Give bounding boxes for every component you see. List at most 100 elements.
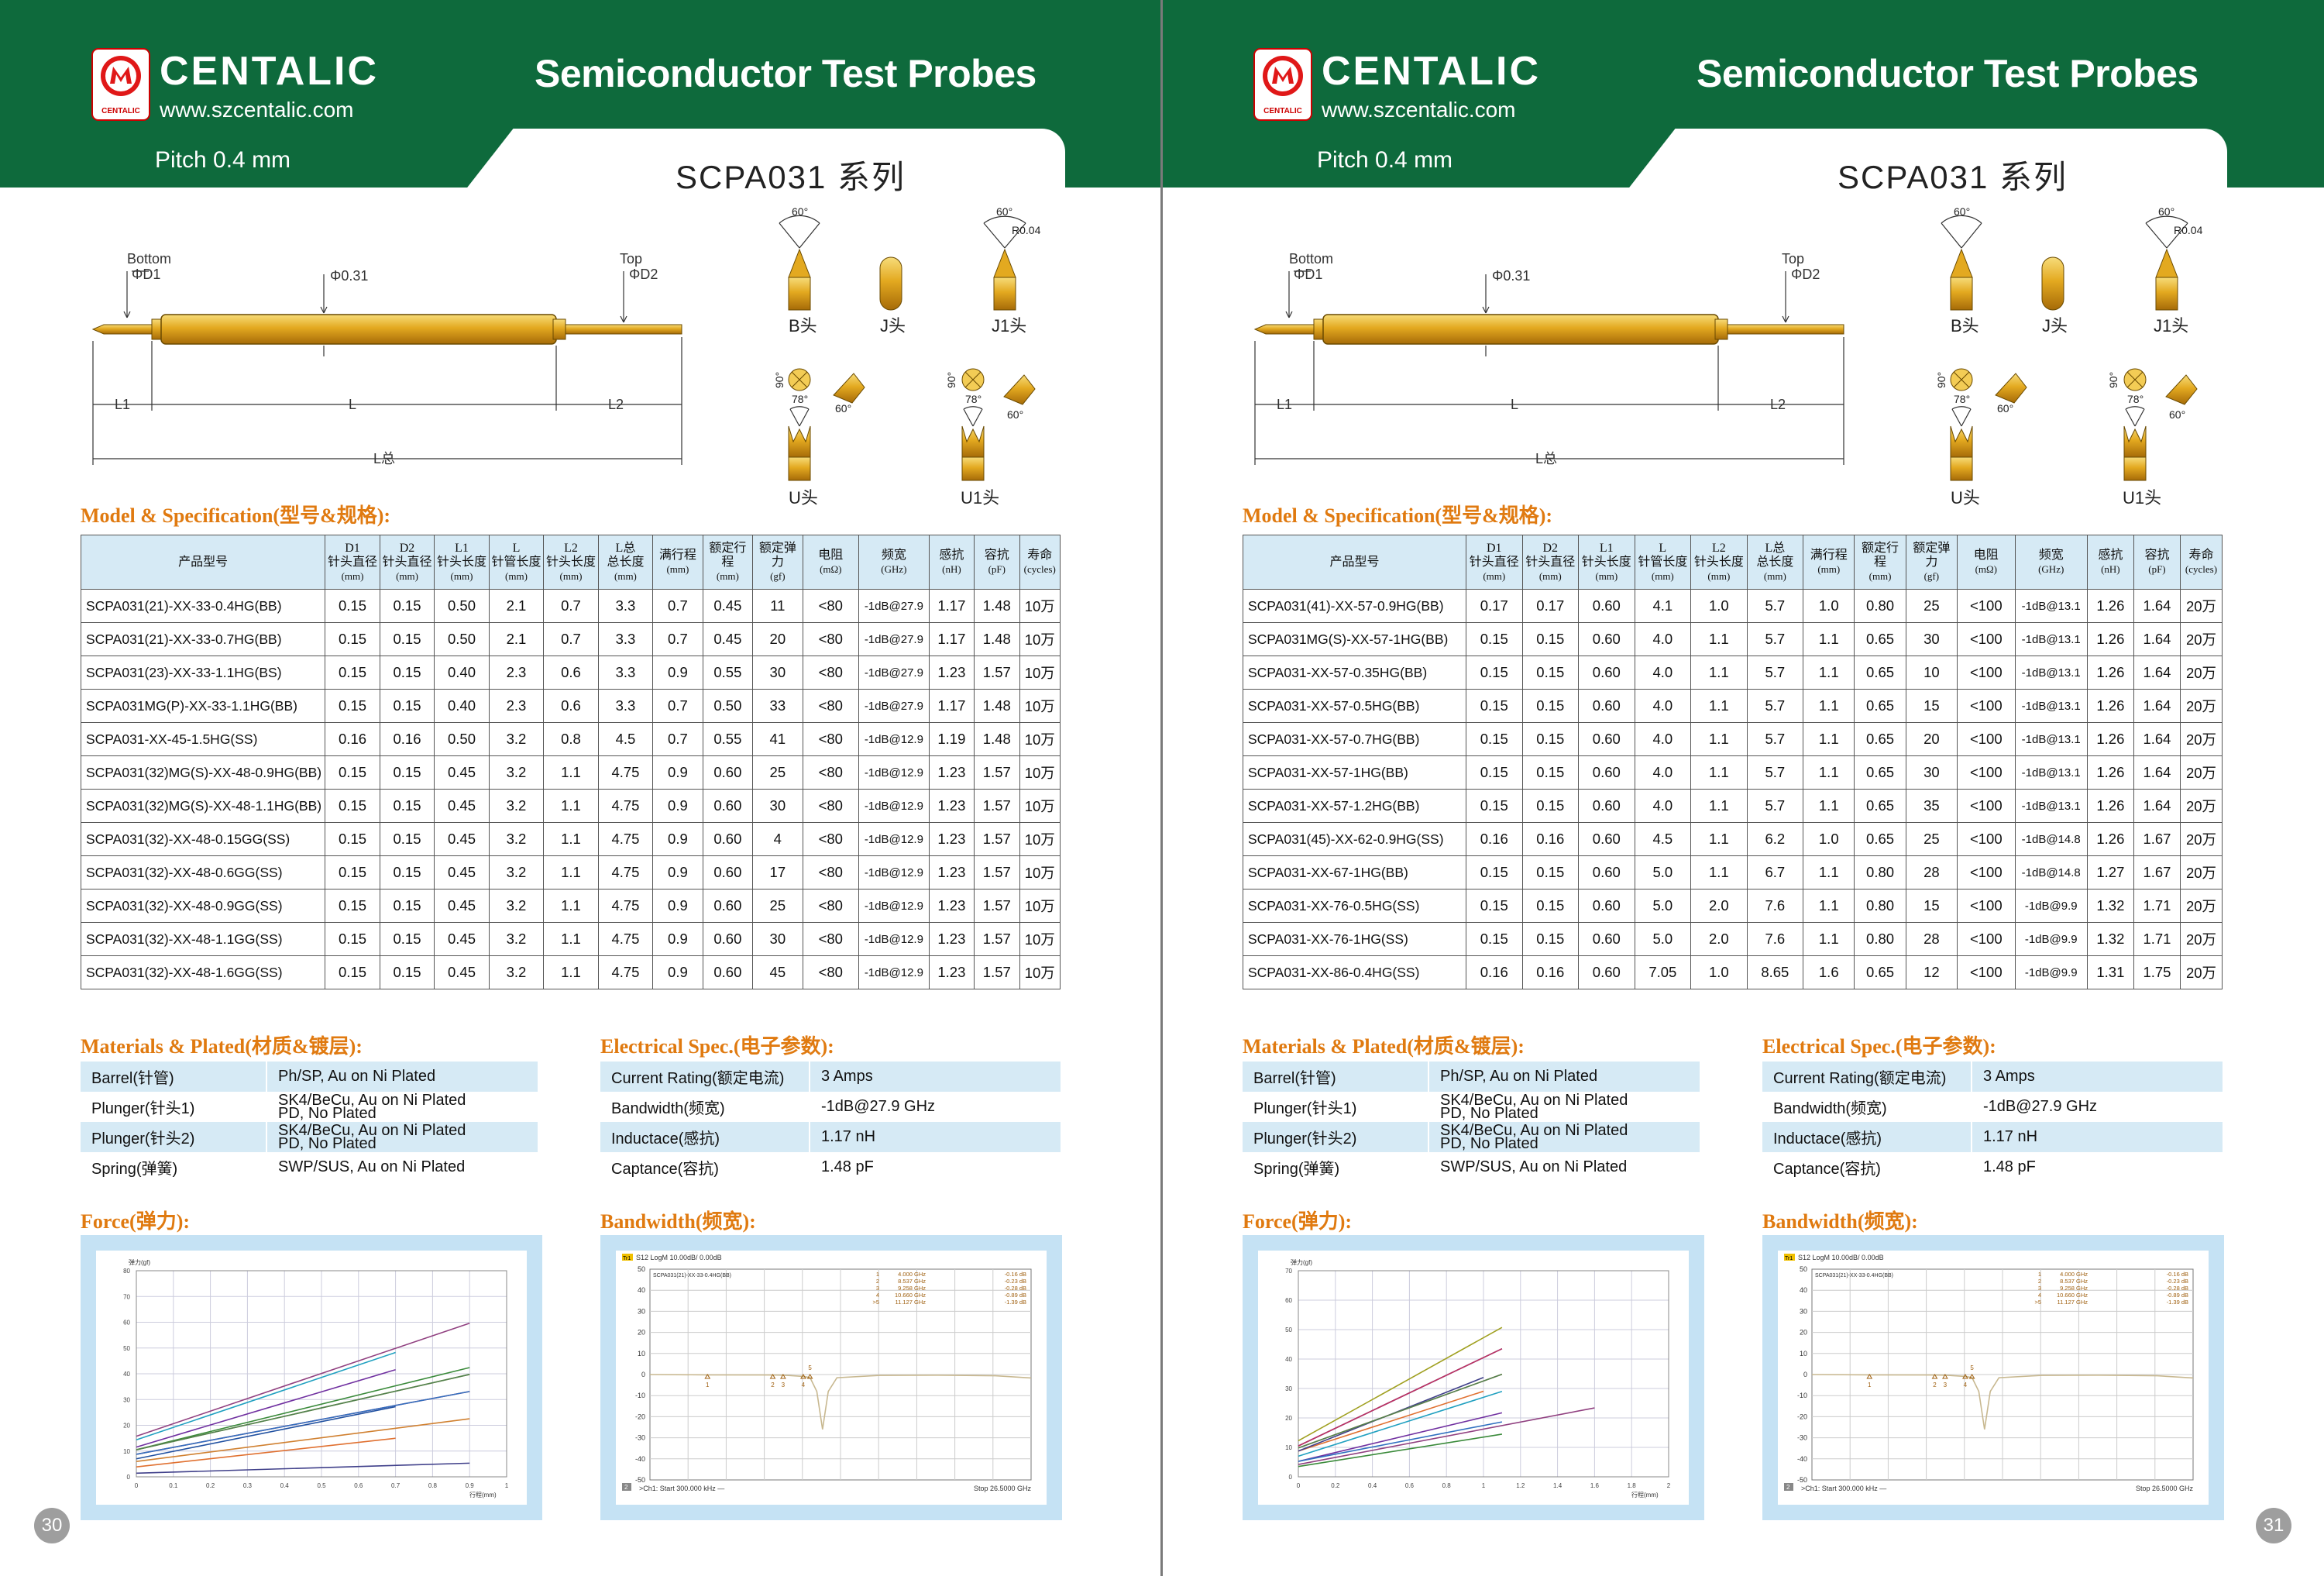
spec-cell: 1.71: [2133, 922, 2181, 956]
brand-website[interactable]: www.szcentalic.com: [160, 98, 354, 122]
spec-cell: -1dB@13.1: [2014, 722, 2088, 756]
table-row[interactable]: SCPA031-XX-76-0.5HG(SS) 0.15 0.15 0.60 5.0 2.…: [1242, 889, 2223, 923]
spec-cell: 0.60: [1578, 922, 1635, 956]
spec-cell: 0.15: [1521, 722, 1580, 756]
spec-cell: 20万: [2179, 789, 2223, 823]
spec-cell: 0.60: [1578, 789, 1635, 823]
spec-cell: -1dB@12.9: [858, 822, 930, 856]
table-row[interactable]: SCPA031(21)-XX-33-0.4HG(BB) 0.15 0.15 0.50 2…: [80, 589, 1061, 623]
spec-cell: 1.26: [2086, 789, 2134, 823]
bw-marker-label: 1: [706, 1382, 710, 1388]
table-row[interactable]: SCPA031(32)-XX-48-0.15GG(SS) 0.15 0.15 0.45…: [80, 822, 1061, 856]
section-force: Force(弹力):: [81, 1210, 191, 1233]
svg-text:®: ®: [1305, 51, 1311, 60]
spec-cell: 0.65: [1854, 755, 1906, 790]
spec-cell: 1.0: [1803, 822, 1855, 856]
table-row[interactable]: SCPA031MG(P)-XX-33-1.1HG(BB) 0.15 0.15 0.40…: [80, 689, 1061, 723]
spec-cell: 33: [752, 689, 803, 723]
model-number-cell: SCPA031(21)-XX-33-0.4HG(BB): [80, 589, 326, 623]
spec-cell: 1.1: [1803, 755, 1855, 790]
table-row[interactable]: SCPA031-XX-45-1.5HG(SS) 0.16 0.16 0.50 3.2 0.…: [80, 722, 1061, 756]
spec-cell: <100: [1957, 722, 2016, 756]
spec-cell: 1.1: [1803, 722, 1855, 756]
spec-cell: 0.65: [1854, 622, 1906, 656]
materials-row: Barrel(针管) Ph/SP, Au on Ni Plated: [81, 1062, 538, 1092]
bw-marker-label: 1: [1868, 1382, 1872, 1388]
spec-cell: 4.5: [597, 722, 654, 756]
svg-text:J头: J头: [2042, 316, 2068, 336]
spec-col-header: 容抗 (pF): [974, 535, 1020, 590]
force-x-tick: 1.8: [1628, 1482, 1637, 1489]
spec-cell: -1dB@13.1: [2014, 689, 2088, 723]
table-row[interactable]: SCPA031(32)MG(S)-XX-48-0.9HG(BB) 0.15 0.15…: [80, 755, 1061, 790]
spec-col-header: D1 针头直径 (mm): [325, 535, 380, 590]
spec-cell: 0.15: [1466, 689, 1523, 723]
table-row[interactable]: SCPA031-XX-57-1.2HG(BB) 0.15 0.15 0.60 4.0 1.…: [1242, 789, 2223, 823]
force-x-tick: 0.7: [391, 1482, 401, 1489]
model-number-cell: SCPA031(32)MG(S)-XX-48-0.9HG(BB): [80, 755, 326, 790]
table-row[interactable]: SCPA031-XX-86-0.4HG(SS) 0.16 0.16 0.60 7.05 1…: [1242, 955, 2223, 989]
spec-cell: 1.1: [1803, 789, 1855, 823]
spec-cell: 3.2: [488, 922, 545, 956]
spec-cell: 0.60: [702, 855, 754, 890]
spec-cell: 0.15: [379, 955, 435, 989]
spec-cell: 4.0: [1634, 755, 1692, 790]
bw-marker-freq: 9.258 GHz: [2060, 1285, 2088, 1292]
spec-cell: <100: [1957, 656, 2016, 690]
svg-text:CENTALIC: CENTALIC: [1263, 107, 1302, 115]
svg-text:60°: 60°: [1954, 205, 1970, 218]
force-chart-plot: 0 0.2 0.4 0.6 0.8 1 1.2 1.4 1.6 1.8 20102030405060…: [1285, 1258, 1671, 1499]
section-bandwidth: Bandwidth(频宽):: [600, 1210, 756, 1233]
table-row[interactable]: SCPA031(45)-XX-62-0.9HG(SS) 0.16 0.16 0.60 4…: [1242, 822, 2223, 856]
table-row[interactable]: SCPA031-XX-57-1HG(BB) 0.15 0.15 0.60 4.0 1.1 5…: [1242, 755, 2223, 790]
spec-cell: <80: [802, 589, 860, 623]
spec-table: 产品型号 D1 针头直径 (mm) D2 针头直径 (mm) L1 针头长度 (mm) L 针管长度(…: [1242, 535, 2223, 989]
spec-cell: 0.80: [1854, 889, 1906, 923]
spec-cell: 2.1: [488, 622, 545, 656]
bw-y-tick: 10: [638, 1350, 645, 1357]
table-row[interactable]: SCPA031(32)-XX-48-0.9GG(SS) 0.15 0.15 0.45 3…: [80, 889, 1061, 923]
spec-col-header: 寿命 (cycles): [1019, 535, 1061, 590]
bw-marker-id: 2: [876, 1278, 879, 1285]
table-row[interactable]: SCPA031MG(S)-XX-57-1HG(BB) 0.15 0.15 0.60 4.…: [1242, 622, 2223, 656]
electrical-value: 1.17 nH: [810, 1122, 1061, 1152]
table-row[interactable]: SCPA031-XX-57-0.35HG(BB) 0.15 0.15 0.60 4.0 1…: [1242, 656, 2223, 690]
spec-cell: 20万: [2179, 822, 2223, 856]
table-row[interactable]: SCPA031-XX-57-0.5HG(BB) 0.15 0.15 0.60 4.0 1.…: [1242, 689, 2223, 723]
spec-cell: 10万: [1019, 722, 1061, 756]
spec-cell: 1.23: [928, 656, 975, 690]
spec-cell: 1.67: [2133, 855, 2181, 890]
table-row[interactable]: SCPA031(32)MG(S)-XX-48-1.1HG(BB) 0.15 0.15…: [80, 789, 1061, 823]
table-row[interactable]: SCPA031(32)-XX-48-1.6GG(SS) 0.15 0.15 0.45 3…: [80, 955, 1061, 989]
table-row[interactable]: SCPA031(32)-XX-48-0.6GG(SS) 0.15 0.15 0.45 3…: [80, 855, 1061, 890]
spec-cell: 0.60: [702, 889, 754, 923]
force-curve: [1298, 1327, 1503, 1442]
spec-cell: 2.1: [488, 589, 545, 623]
spec-cell: 0.60: [702, 822, 754, 856]
spec-cell: <100: [1957, 889, 2016, 923]
spec-cell: 1.17: [928, 589, 975, 623]
bw-marker-db: -0.23 dB: [2167, 1278, 2188, 1285]
table-row[interactable]: SCPA031(41)-XX-57-0.9HG(BB) 0.17 0.17 0.60 4…: [1242, 589, 2223, 623]
spec-cell: 0.15: [1521, 755, 1580, 790]
force-x-tick: 2: [1667, 1482, 1671, 1489]
spec-cell: -1dB@13.1: [2014, 789, 2088, 823]
table-row[interactable]: SCPA031-XX-57-0.7HG(BB) 0.15 0.15 0.60 4.0 1.…: [1242, 722, 2223, 756]
table-row[interactable]: SCPA031(32)-XX-48-1.1GG(SS) 0.15 0.15 0.45 3…: [80, 922, 1061, 956]
table-row[interactable]: SCPA031(23)-XX-33-1.1HG(BS) 0.15 0.15 0.40 2…: [80, 656, 1061, 690]
bw-marker-freq: 8.537 GHz: [898, 1278, 926, 1285]
spec-col-header: 感抗 (nH): [2086, 535, 2134, 590]
brand-website[interactable]: www.szcentalic.com: [1322, 98, 1516, 122]
spec-cell: 4.75: [597, 889, 654, 923]
bw-y-tick: 20: [638, 1329, 645, 1337]
bw-s12-trace: [1812, 1374, 2194, 1430]
table-row[interactable]: SCPA031-XX-76-1HG(SS) 0.15 0.15 0.60 5.0 2.0 7…: [1242, 922, 2223, 956]
spec-cell: 0.15: [325, 656, 380, 690]
spec-cell: 1.1: [1690, 855, 1748, 890]
table-row[interactable]: SCPA031-XX-67-1HG(BB) 0.15 0.15 0.60 5.0 1.1 6…: [1242, 855, 2223, 890]
spec-cell: 1.57: [974, 789, 1020, 823]
spec-cell: 5.7: [1746, 622, 1804, 656]
spec-col-header: 满行程 (mm): [652, 535, 703, 590]
spec-cell: 0.45: [702, 589, 754, 623]
table-row[interactable]: SCPA031(21)-XX-33-0.7HG(BB) 0.15 0.15 0.50 2…: [80, 622, 1061, 656]
